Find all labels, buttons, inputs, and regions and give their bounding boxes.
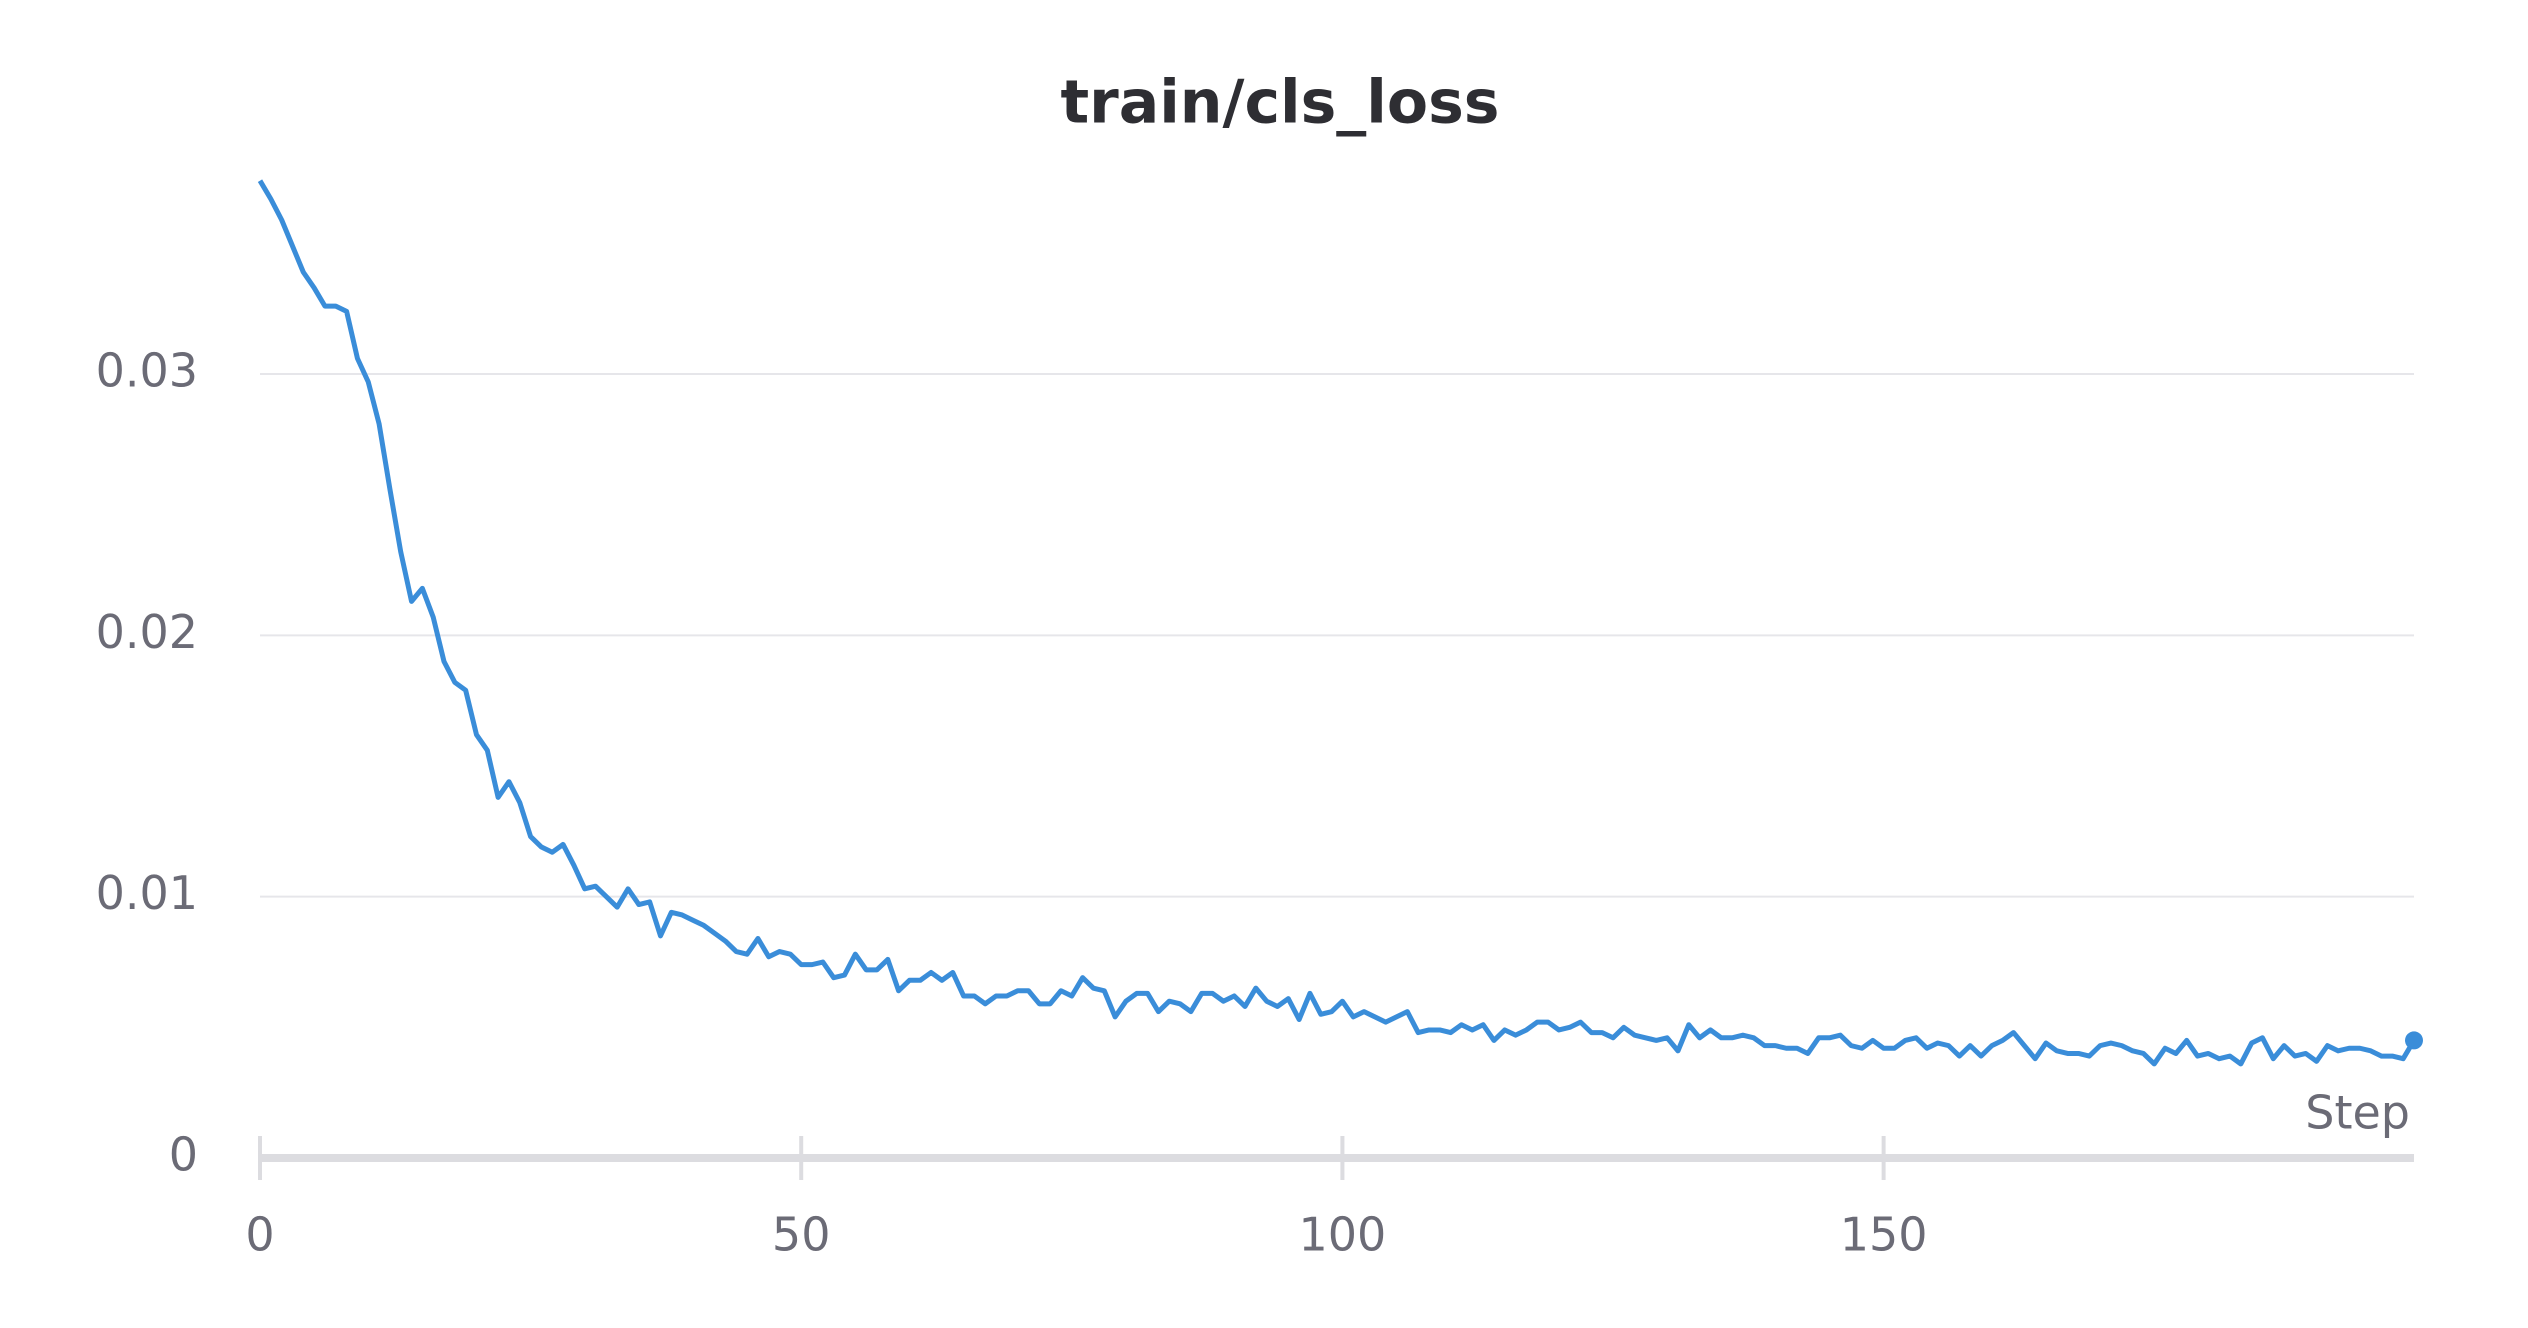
y-tick-label: 0.03 — [96, 344, 198, 398]
x-tick-label: 50 — [772, 1208, 831, 1262]
last-point — [2405, 1031, 2423, 1050]
line — [257, 179, 2417, 1067]
x-tick-label: 100 — [1299, 1208, 1387, 1262]
y-tick-label: 0.01 — [96, 866, 198, 920]
x-tick-label: 150 — [1840, 1208, 1928, 1262]
y-tick-label: 0.02 — [96, 605, 198, 659]
x-tick-label: 0 — [245, 1208, 274, 1262]
y-tick-label: 0 — [169, 1128, 198, 1182]
chart-title: train/cls_loss — [1060, 68, 1499, 138]
x-axis-label: Step — [2305, 1086, 2410, 1140]
